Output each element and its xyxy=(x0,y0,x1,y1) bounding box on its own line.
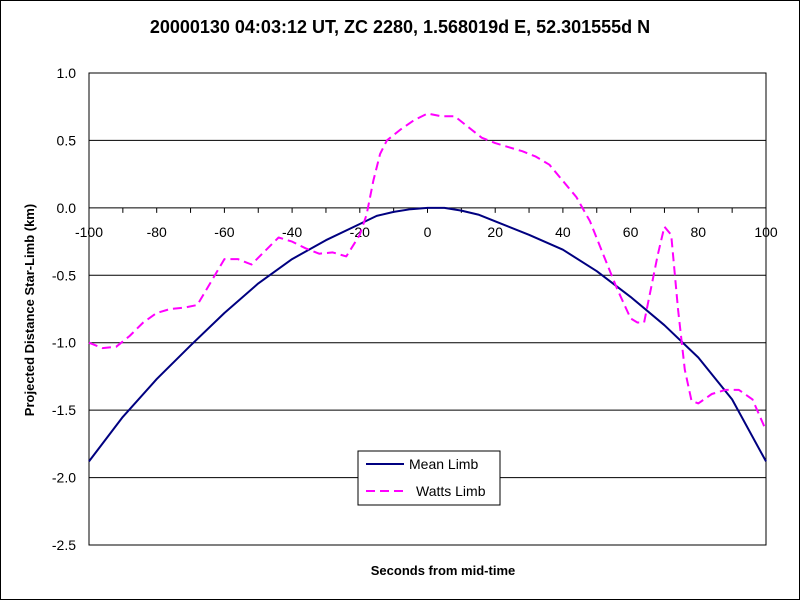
x-tick-label: 60 xyxy=(623,224,639,240)
x-tick-label: 100 xyxy=(754,224,778,240)
chart-title: 20000130 04:03:12 UT, ZC 2280, 1.568019d… xyxy=(149,17,651,37)
y-tick-label: 1.0 xyxy=(57,65,77,81)
y-axis-title: Projected Distance Star-Limb (km) xyxy=(22,204,37,416)
x-tick-label: -80 xyxy=(147,224,167,240)
x-tick-label: 0 xyxy=(424,224,432,240)
x-tick-label: -60 xyxy=(214,224,234,240)
y-tick-label: 0.5 xyxy=(57,132,77,148)
x-tick-label: -100 xyxy=(75,224,103,240)
series-lines xyxy=(88,112,767,463)
x-axis-title: Seconds from mid-time xyxy=(371,563,515,578)
y-tick-label: -1.5 xyxy=(52,402,76,418)
legend: Mean Limb Watts Limb xyxy=(357,450,501,506)
x-tick-label: 80 xyxy=(691,224,707,240)
legend-box xyxy=(357,450,501,506)
series-line-mean-limb xyxy=(88,206,767,463)
legend-label-mean-limb: Mean Limb xyxy=(409,456,478,472)
y-tick-label: -2.5 xyxy=(52,537,76,553)
series-line-watts-limb xyxy=(88,112,767,431)
legend-label-watts-limb: Watts Limb xyxy=(416,483,486,499)
x-tick-label: 20 xyxy=(487,224,503,240)
y-tick-label: 0.0 xyxy=(57,200,77,216)
x-tick-label: -40 xyxy=(282,224,302,240)
y-tick-label: -1.0 xyxy=(52,335,76,351)
y-axis-ticks: 1.0 0.5 0.0 -0.5 -1.0 -1.5 -2.0 -2.5 xyxy=(52,65,76,553)
y-tick-label: -2.0 xyxy=(52,470,76,486)
x-tick-label: 40 xyxy=(555,224,571,240)
y-tick-label: -0.5 xyxy=(52,267,76,283)
